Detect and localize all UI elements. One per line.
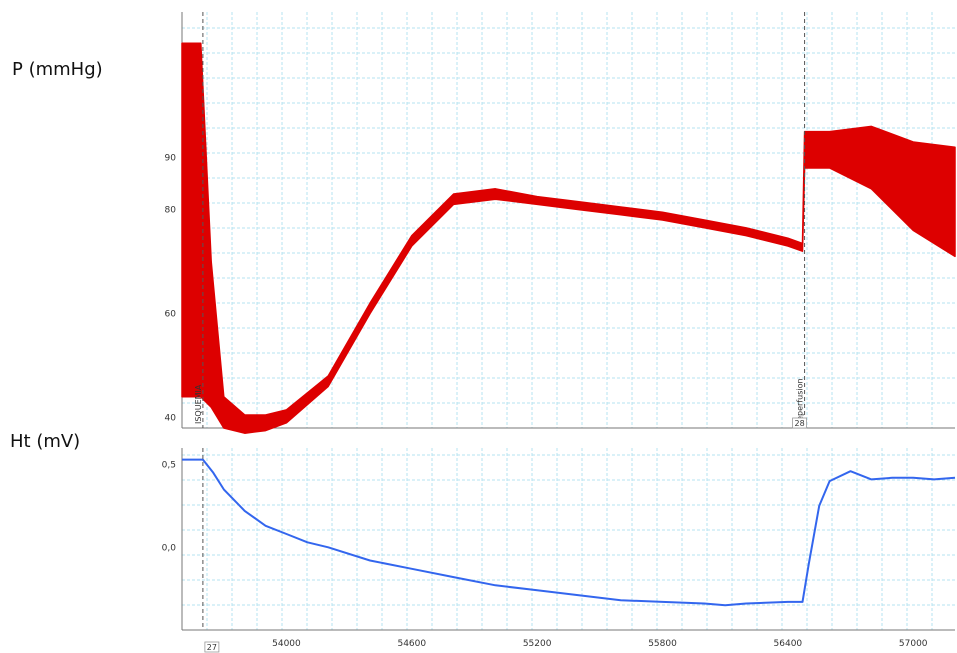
x-tick-label: 54000	[272, 639, 301, 649]
y-tick-label: 40	[165, 414, 177, 424]
y-tick-label: 80	[165, 206, 177, 216]
x-tick-label: 55200	[523, 639, 552, 649]
y-axis-label: Ht (mV)	[10, 431, 80, 452]
ht-trace	[182, 458, 956, 607]
pressure-trace	[181, 42, 956, 434]
x-tick-label: 55800	[648, 639, 677, 649]
y-tick-label: 0,0	[162, 543, 177, 553]
x-tick-label: 57000	[899, 639, 928, 649]
x-tick-label: 56400	[774, 639, 803, 649]
y-tick-label: 0,5	[162, 461, 176, 471]
event-number-box	[792, 417, 807, 429]
event-marker-label: ISQUEMIA	[194, 384, 203, 424]
event-number-label: 28	[794, 419, 804, 428]
y-axis-label: P (mmHg)	[12, 59, 103, 80]
event-number-box	[204, 641, 220, 653]
y-tick-label: 60	[165, 310, 177, 320]
y-tick-label: 90	[165, 154, 177, 164]
event-number-label: 27	[207, 643, 217, 652]
event-marker-label: reperfusion	[796, 378, 805, 424]
x-tick-label: 54600	[397, 639, 426, 649]
